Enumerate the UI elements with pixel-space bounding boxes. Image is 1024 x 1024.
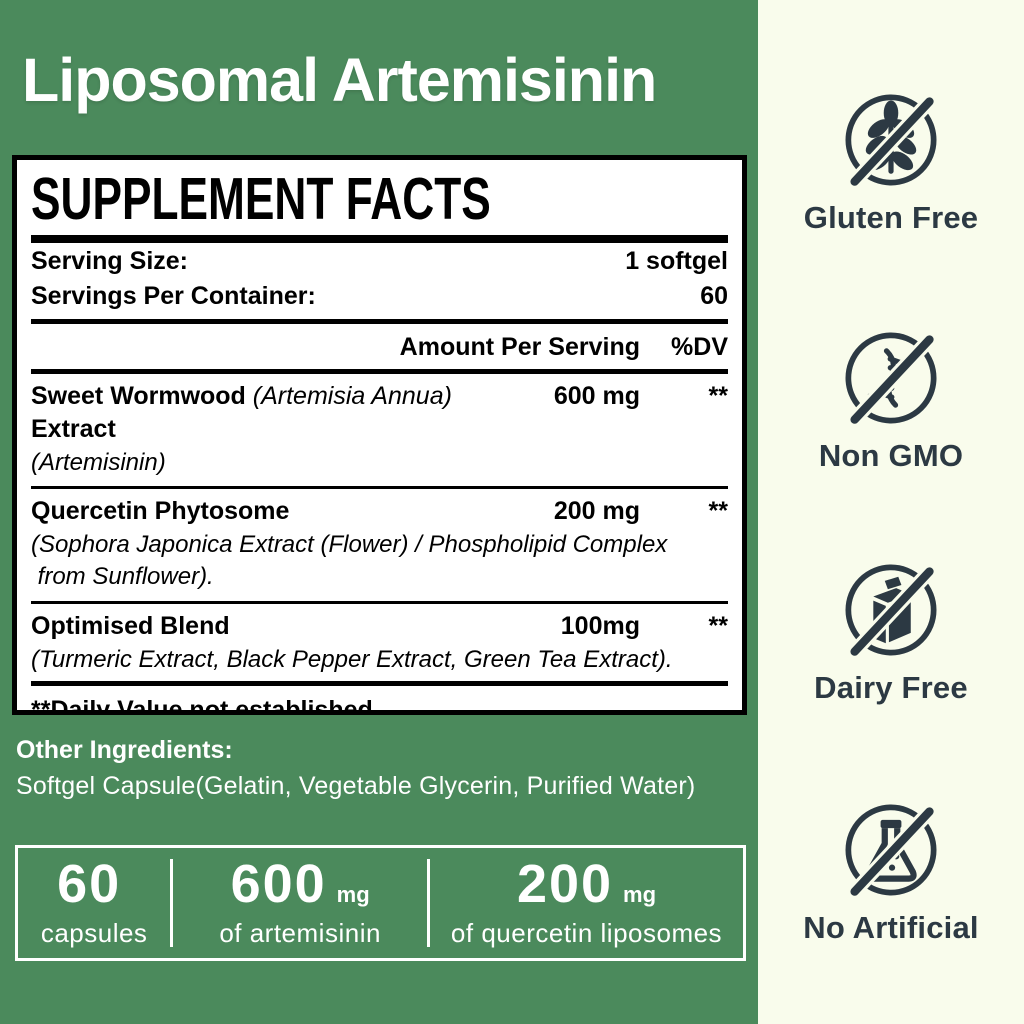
stat-unit: mg xyxy=(336,882,370,907)
badge-label: Non GMO xyxy=(818,438,964,473)
ingredient-subtext: from Sunflower). xyxy=(31,563,214,591)
stat-unit: mg xyxy=(623,882,657,907)
milk-carton-slash-icon xyxy=(845,564,937,657)
badges-panel: Gluten Free Non GMO xyxy=(758,0,1024,1024)
green-panel: Liposomal Artemisinin SUPPLEMENT FACTS S… xyxy=(0,0,758,1024)
badge-label: Gluten Free xyxy=(803,200,979,235)
ingredient-subtext: (Turmeric Extract, Black Pepper Extract,… xyxy=(31,645,673,673)
stat-divider xyxy=(427,859,430,947)
amount-per-serving-header: Amount Per Serving xyxy=(399,333,640,361)
stat-label: capsules xyxy=(40,918,148,948)
badge-label: Dairy Free xyxy=(814,670,968,705)
badge-label: No Artificial xyxy=(803,910,979,945)
stat-label: of artemisinin xyxy=(219,918,381,948)
ingredient-amount: 100mg xyxy=(560,611,640,640)
divider xyxy=(31,369,728,374)
daily-value-footnote: **Daily Value not established. xyxy=(31,695,380,715)
servings-per-container-row: Servings Per Container: 60 xyxy=(31,280,728,313)
servings-per-container-value: 60 xyxy=(700,282,728,310)
stat-value: 60 xyxy=(57,854,122,914)
stat-quercetin: 200 mg of quercetin liposomes xyxy=(430,848,743,958)
dna-slash-icon xyxy=(845,332,937,425)
badge-dairy-free: Dairy Free xyxy=(758,558,1024,706)
ingredient-row-quercetin: Quercetin Phytosome 200 mg ** (Sophora J… xyxy=(31,495,728,592)
ingredient-dv: ** xyxy=(708,382,728,410)
column-header-row: Amount Per Serving %DV xyxy=(31,324,728,369)
badge-gluten-free: Gluten Free xyxy=(758,88,1024,236)
stat-value: 200 xyxy=(516,854,614,914)
ingredient-dv: ** xyxy=(708,497,728,526)
divider xyxy=(31,235,728,243)
product-title: Liposomal Artemisinin xyxy=(22,46,657,114)
stat-label: of quercetin liposomes xyxy=(450,918,723,948)
ingredient-amount: 600 mg xyxy=(553,382,640,410)
ingredient-dv: ** xyxy=(708,611,728,640)
stat-artemisinin: 600 mg of artemisinin xyxy=(173,848,427,958)
divider xyxy=(31,680,728,686)
divider xyxy=(31,319,728,324)
stat-divider xyxy=(170,859,174,947)
badge-no-artificial: No Artificial xyxy=(758,798,1024,946)
other-ingredients: Other Ingredients: Softgel Capsule(Gelat… xyxy=(16,735,746,803)
other-ingredients-value: Softgel Capsule(Gelatin, Vegetable Glyce… xyxy=(16,772,696,800)
facts-heading: SUPPLEMENT FACTS xyxy=(31,166,491,232)
ingredient-subtext: (Sophora Japonica Extract (Flower) / Pho… xyxy=(31,531,668,559)
ingredient-amount: 200 mg xyxy=(553,497,640,526)
ingredient-row-sweet-wormwood: Sweet Wormwood (Artemisia Annua) Extract… xyxy=(31,380,728,478)
ingredient-subtext: (Artemisinin) xyxy=(31,449,166,476)
serving-size-value: 1 softgel xyxy=(625,247,728,275)
wheat-slash-icon xyxy=(845,94,937,187)
divider xyxy=(31,600,728,604)
dv-header: %DV xyxy=(671,333,728,361)
serving-size-row: Serving Size: 1 softgel xyxy=(31,245,728,278)
ingredient-name: Sweet Wormwood (Artemisia Annua) Extract xyxy=(31,382,452,443)
stat-value: 600 xyxy=(230,854,327,914)
divider xyxy=(31,486,728,490)
ingredient-name: Quercetin Phytosome xyxy=(31,497,290,526)
stat-capsules: 60 capsules xyxy=(18,848,170,958)
flask-slash-icon xyxy=(845,804,937,897)
supplement-facts-panel: SUPPLEMENT FACTS Serving Size: 1 softgel… xyxy=(12,155,747,715)
other-ingredients-label: Other Ingredients: xyxy=(16,736,233,764)
ingredient-row-optimised-blend: Optimised Blend 100mg ** (Turmeric Extra… xyxy=(31,610,728,675)
ingredient-name: Optimised Blend xyxy=(31,611,230,640)
badge-non-gmo: Non GMO xyxy=(758,326,1024,474)
stats-box: 60 capsules 600 mg of artemisinin 200 mg xyxy=(15,845,746,961)
servings-per-container-label: Servings Per Container: xyxy=(31,282,316,310)
serving-size-label: Serving Size: xyxy=(31,247,188,275)
